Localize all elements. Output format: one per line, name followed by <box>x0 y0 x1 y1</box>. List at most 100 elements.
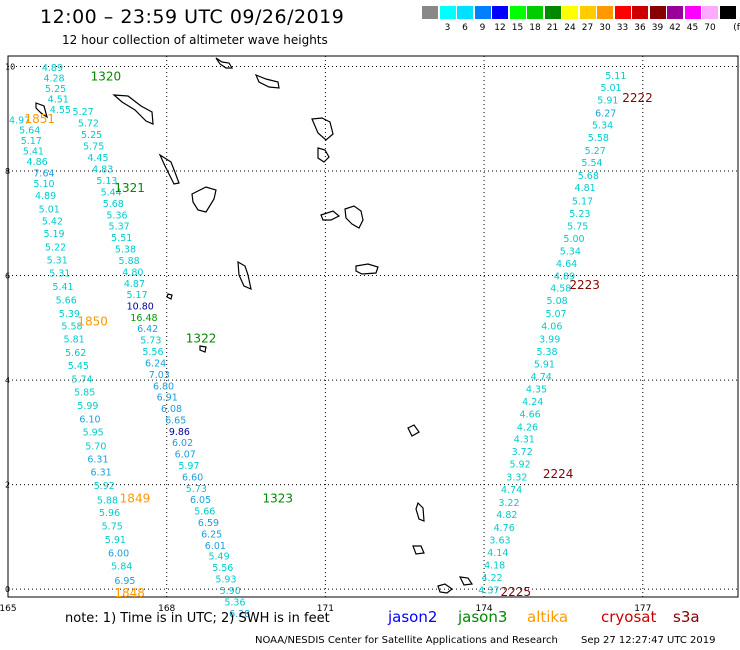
color-scale-label: 27 <box>581 23 594 33</box>
swh-value-label: 5.68 <box>578 171 599 182</box>
color-scale-swatch <box>719 6 736 19</box>
color-scale-swatch <box>632 6 648 19</box>
island-outline <box>407 424 420 437</box>
swh-value-label: 5.13 <box>96 176 117 187</box>
swh-value-label: 5.19 <box>43 229 64 240</box>
swh-value-label: 4.26 <box>517 423 538 434</box>
swh-value-label: 6.60 <box>182 472 203 483</box>
swh-value-label: 5.74 <box>71 375 92 386</box>
color-scale-label: 18 <box>529 23 541 33</box>
island-outline <box>191 186 217 213</box>
color-scale-swatch <box>509 6 526 19</box>
track-time-label: 2224 <box>543 467 574 481</box>
swh-value-label: 5.64 <box>19 126 40 137</box>
swh-value-label: 6.27 <box>595 108 616 119</box>
swh-value-label: 5.34 <box>560 246 581 257</box>
swh-value-label: 5.56 <box>212 563 233 574</box>
satellite-legend-jason2: jason2 <box>388 608 438 626</box>
swh-value-label: 4.14 <box>487 548 508 559</box>
swh-value-label: 5.41 <box>52 282 73 293</box>
color-scale-label: 45 <box>686 23 699 33</box>
swh-value-label: 5.25 <box>45 84 66 95</box>
color-scale-label: 21 <box>546 23 559 33</box>
swh-value-label: 4.66 <box>520 410 541 421</box>
swh-value-label: 4.24 <box>522 397 543 408</box>
satellite-legend-cryosat: cryosat <box>601 608 657 626</box>
track-time-label: 1850 <box>77 315 108 329</box>
color-scale-label: 24 <box>564 23 576 33</box>
swh-value-label: 4.18 <box>484 561 505 572</box>
swh-value-label: 5.10 <box>33 179 54 190</box>
color-scale-swatch <box>597 6 613 19</box>
swh-value-label: 5.27 <box>585 146 606 157</box>
x-tick-label: 168 <box>158 604 175 614</box>
color-scale-label: 39 <box>651 23 664 33</box>
y-tick-label: 0 <box>5 585 10 594</box>
y-tick-label: 6 <box>5 272 10 281</box>
swh-value-label: 4.83 <box>92 164 113 175</box>
swh-value-label: 6.80 <box>153 381 174 392</box>
color-scale-label: 15 <box>511 23 524 33</box>
island-outline <box>311 117 334 141</box>
swh-value-label: 3.72 <box>512 447 533 458</box>
swh-value-label: 6.02 <box>172 438 193 449</box>
swh-value-label: 5.68 <box>103 199 124 210</box>
swh-value-label: 7.64 <box>33 169 54 180</box>
swh-value-label: 6.31 <box>87 455 108 466</box>
swh-value-label: 5.66 <box>56 296 77 307</box>
swh-value-label: 4.74 <box>531 372 552 383</box>
swh-value-label: 4.45 <box>87 153 108 164</box>
swh-value-label: 5.88 <box>97 495 118 506</box>
color-scale-swatch <box>702 6 718 19</box>
swh-value-label: 6.65 <box>165 415 186 426</box>
swh-value-label: 4.22 <box>481 573 502 584</box>
generated-timestamp: Sep 27 12:27:47 UTC 2019 <box>581 635 716 646</box>
swh-value-label: 6.24 <box>145 358 166 369</box>
swh-value-label: 6.28 <box>229 609 250 620</box>
swh-value-label: 6.01 <box>205 541 226 552</box>
swh-value-label: 5.36 <box>224 598 245 609</box>
swh-value-label: 4.80 <box>122 267 143 278</box>
swh-value-label: 5.25 <box>81 130 102 141</box>
swh-value-label: 5.75 <box>83 141 104 152</box>
swh-value-label: 5.01 <box>39 205 60 216</box>
color-scale-label: 30 <box>599 23 611 33</box>
swh-value-label: 5.45 <box>68 361 89 372</box>
track-time-label: 2225 <box>501 585 532 599</box>
swh-value-label: 6.31 <box>91 468 112 479</box>
swh-value-label: 3.99 <box>539 334 560 345</box>
y-tick-label: 8 <box>5 167 10 176</box>
units-note: note: 1) Time is in UTC; 2) SWH is in fe… <box>65 611 330 626</box>
swh-value-label: 5.58 <box>61 322 82 333</box>
swh-value-label: 6.42 <box>137 324 158 335</box>
swh-value-label: 5.11 <box>605 71 626 82</box>
track-time-label: 1851 <box>24 112 55 126</box>
swh-value-label: 5.39 <box>59 309 80 320</box>
track-time-label: 1849 <box>120 492 151 506</box>
color-scale-swatch <box>667 6 683 19</box>
swh-value-label: 5.56 <box>142 347 163 358</box>
y-tick-label: 10 <box>5 62 15 71</box>
swh-value-label: 6.07 <box>175 449 196 460</box>
color-scale-swatch <box>527 6 543 19</box>
swh-value-label: 6.91 <box>157 392 178 403</box>
swh-value-label: 4.55 <box>50 105 71 116</box>
track-time-label: 2222 <box>622 91 653 105</box>
island-outline <box>458 576 474 586</box>
swh-value-label: 5.85 <box>74 388 95 399</box>
swh-value-label: 3.63 <box>489 536 510 547</box>
swh-value-label: 4.37 <box>478 586 499 597</box>
swh-value-label: 5.62 <box>65 348 86 359</box>
swh-value-label: 4.28 <box>43 73 64 84</box>
swh-value-label: 6.25 <box>201 529 222 540</box>
swh-value-label: 5.17 <box>21 136 42 147</box>
swh-value-label: 5.27 <box>73 107 94 118</box>
swh-value-label: 5.54 <box>581 158 602 169</box>
swh-value-label: 4.35 <box>526 384 547 395</box>
swh-value-label: 5.38 <box>536 347 557 358</box>
swh-value-label: 5.73 <box>186 484 207 495</box>
swh-value-label: 4.31 <box>514 435 535 446</box>
color-scale-label: 6 <box>462 23 468 33</box>
swh-value-label: 5.17 <box>126 290 147 301</box>
